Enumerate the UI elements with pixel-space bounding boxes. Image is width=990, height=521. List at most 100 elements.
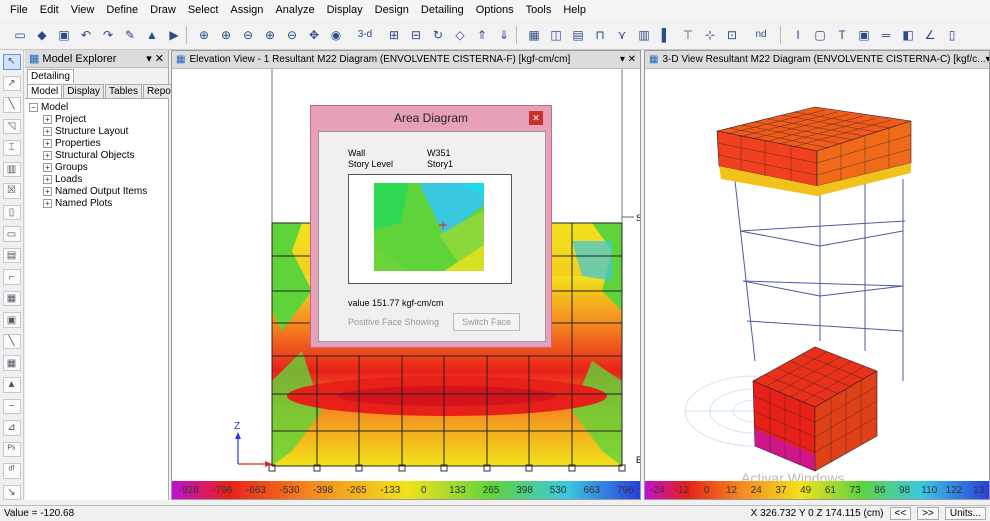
3d-view-window[interactable]: ▦ 3-D View Resultant M22 Diagram (ENVOLVE… bbox=[644, 50, 990, 500]
zoom-in-icon[interactable]: ⊕ bbox=[220, 27, 232, 42]
menu-display[interactable]: Display bbox=[326, 4, 363, 16]
draw-rect-icon[interactable]: ☒ bbox=[2, 183, 21, 199]
units-button[interactable]: Units... bbox=[944, 507, 986, 520]
collapse-icon[interactable]: − bbox=[29, 102, 38, 112]
menu-analyze[interactable]: Analyze bbox=[275, 4, 315, 16]
explorer-close-icon[interactable]: ▾ ✕ bbox=[146, 53, 164, 65]
zoom-window-icon[interactable]: ⊕ bbox=[198, 27, 210, 42]
close-icon[interactable]: ✕ bbox=[529, 111, 543, 125]
expand-icon[interactable]: + bbox=[43, 198, 52, 208]
pan-icon[interactable]: ✥ bbox=[308, 27, 320, 42]
angle-icon[interactable]: ∠ bbox=[924, 27, 936, 42]
forces-icon[interactable]: ▤ bbox=[572, 27, 584, 42]
end-icon[interactable]: ╲ bbox=[2, 333, 21, 350]
previous-button[interactable]: << bbox=[889, 507, 912, 520]
pointer-icon[interactable]: ↖ bbox=[2, 54, 21, 70]
tree-item-loads[interactable]: + Loads bbox=[29, 174, 164, 186]
redo-icon[interactable]: ↷ bbox=[102, 27, 114, 42]
lp-icon[interactable]: ↘ bbox=[2, 484, 21, 501]
expand-icon[interactable]: + bbox=[43, 162, 52, 172]
plan-view-icon[interactable]: ⊞ bbox=[388, 27, 400, 42]
pier-icon[interactable]: ~ bbox=[2, 398, 21, 415]
switch-face-button[interactable]: Switch Face bbox=[453, 313, 521, 331]
lock-icon[interactable]: ▲ bbox=[146, 27, 158, 42]
menu-file[interactable]: File bbox=[10, 4, 28, 16]
wall-draw-icon[interactable]: ▢ bbox=[814, 27, 826, 42]
grid-snap-icon[interactable]: ▣ bbox=[2, 312, 21, 328]
dialog-title-bar[interactable]: Area Diagram ✕ bbox=[311, 106, 551, 130]
elevation-view-icon[interactable]: ⊟ bbox=[410, 27, 422, 42]
display-icon[interactable]: ▦ bbox=[528, 27, 540, 42]
select-all-icon[interactable]: ▯ bbox=[2, 204, 21, 221]
pencil-icon[interactable]: ✎ bbox=[124, 27, 136, 42]
tree-item-structure-layout[interactable]: + Structure Layout bbox=[29, 126, 164, 138]
fix-icon[interactable]: ᵈᶠ bbox=[2, 463, 21, 479]
next-button[interactable]: >> bbox=[917, 507, 939, 520]
rotate-icon[interactable]: ↻ bbox=[432, 27, 444, 42]
menu-define[interactable]: Define bbox=[106, 4, 139, 16]
tree-item-groups[interactable]: + Groups bbox=[29, 162, 164, 174]
section-icon[interactable]: ▯ bbox=[948, 27, 956, 42]
draw-line-icon[interactable]: ╲ bbox=[2, 97, 21, 113]
draw-wall-icon[interactable]: ▥ bbox=[2, 161, 21, 178]
menu-detailing[interactable]: Detailing bbox=[420, 4, 464, 16]
eye-icon[interactable]: ◉ bbox=[330, 27, 342, 42]
line-icon[interactable]: T bbox=[838, 27, 846, 42]
menu-view[interactable]: View bbox=[70, 4, 95, 16]
expand-icon[interactable]: + bbox=[43, 150, 52, 160]
tab-model[interactable]: Model bbox=[27, 84, 63, 98]
perpendicular-icon[interactable]: ▦ bbox=[2, 355, 21, 371]
measure-icon[interactable]: ⊤ bbox=[682, 27, 694, 42]
menu-edit[interactable]: Edit bbox=[39, 4, 59, 16]
intersect-icon[interactable]: ⌐ bbox=[2, 269, 21, 285]
save-icon[interactable]: ▣ bbox=[58, 27, 70, 42]
zoom-previous-icon[interactable]: ⊖ bbox=[286, 27, 298, 42]
point-icon[interactable]: ◧ bbox=[902, 27, 914, 42]
expand-icon[interactable]: + bbox=[43, 138, 52, 148]
menu-select[interactable]: Select bbox=[187, 4, 219, 16]
menu-tools[interactable]: Tools bbox=[525, 4, 552, 16]
reshape-icon[interactable]: ↗ bbox=[2, 75, 21, 92]
expand-icon[interactable]: + bbox=[43, 174, 52, 184]
tree-item-structural-objects[interactable]: + Structural Objects bbox=[29, 150, 164, 162]
area-contour-preview[interactable] bbox=[348, 174, 512, 284]
wall-stack-icon[interactable]: ▲ bbox=[2, 376, 21, 393]
nd-icon[interactable]: nd bbox=[755, 29, 767, 40]
column-icon[interactable]: ▌ bbox=[661, 27, 671, 42]
expand-icon[interactable]: + bbox=[43, 186, 52, 196]
tree-root[interactable]: − Model bbox=[29, 102, 164, 114]
expand-icon[interactable]: + bbox=[43, 126, 52, 136]
draw-area-icon[interactable]: ◹ bbox=[2, 118, 21, 135]
tree-item-named-plots[interactable]: + Named Plots bbox=[29, 198, 164, 210]
area-icon[interactable]: ═ bbox=[881, 27, 891, 42]
elevation-close-icon[interactable]: ▾ ✕ bbox=[619, 54, 636, 65]
perspective-icon[interactable]: ◇ bbox=[455, 27, 465, 42]
zoom-out-icon[interactable]: ⊖ bbox=[242, 27, 254, 42]
menu-options[interactable]: Options bbox=[475, 4, 514, 16]
move-up-icon[interactable]: ⇑ bbox=[476, 27, 488, 42]
grid-icon[interactable]: ⊹ bbox=[704, 27, 716, 42]
text-icon[interactable]: ⊡ bbox=[726, 27, 738, 42]
tree-item-properties[interactable]: + Properties bbox=[29, 138, 164, 150]
3d-canvas[interactable]: Activar Windows bbox=[645, 51, 990, 500]
3d-view-icon[interactable]: 3-d bbox=[357, 29, 373, 40]
wall-icon[interactable]: ⋎ bbox=[617, 27, 627, 42]
tab-detailing[interactable]: Detailing bbox=[27, 69, 74, 83]
3d-view-close-icon[interactable]: ▾ bbox=[986, 54, 990, 65]
new-icon[interactable]: ▭ bbox=[14, 27, 26, 42]
get-previous-icon[interactable]: ▭ bbox=[2, 226, 21, 242]
run-icon[interactable]: ▶ bbox=[169, 27, 179, 42]
open-icon[interactable]: ◆ bbox=[37, 27, 47, 42]
expand-icon[interactable]: + bbox=[43, 114, 52, 124]
shell-icon[interactable]: ▣ bbox=[858, 27, 870, 42]
tab-display[interactable]: Display bbox=[63, 84, 105, 98]
beam-icon[interactable]: I bbox=[796, 27, 800, 42]
ps-icon[interactable]: ᴾˢ bbox=[2, 441, 21, 458]
deformed-shape-icon[interactable]: ◫ bbox=[550, 27, 562, 42]
tab-tables[interactable]: Tables bbox=[105, 84, 142, 98]
tree-item-named-output-items[interactable]: + Named Output Items bbox=[29, 186, 164, 198]
spandrel-icon[interactable]: ⊿ bbox=[2, 420, 21, 436]
menu-help[interactable]: Help bbox=[563, 4, 586, 16]
menu-design[interactable]: Design bbox=[374, 4, 409, 16]
zoom-restore-icon[interactable]: ⊕ bbox=[264, 27, 276, 42]
